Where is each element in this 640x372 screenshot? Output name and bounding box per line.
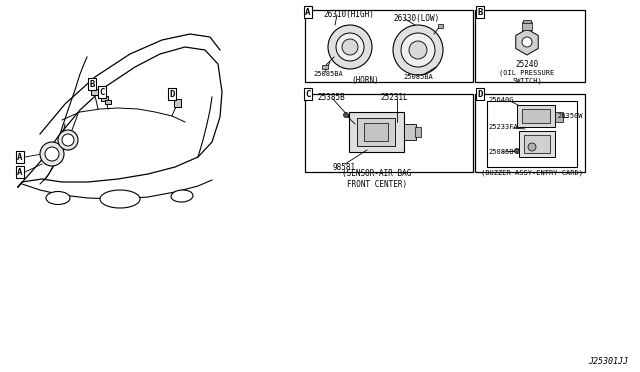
Circle shape	[45, 147, 59, 161]
Bar	[523, 20, 531, 23]
Bar	[415, 127, 421, 137]
Text: 26310(HIGH): 26310(HIGH)	[323, 10, 374, 19]
Bar	[524, 135, 550, 153]
Ellipse shape	[171, 190, 193, 202]
Text: 25240: 25240	[515, 60, 539, 68]
Text: A: A	[305, 7, 310, 16]
Bar	[349, 112, 404, 152]
Bar	[555, 112, 563, 122]
Circle shape	[62, 134, 74, 146]
Text: A: A	[17, 167, 22, 176]
Circle shape	[58, 130, 78, 150]
Bar	[438, 24, 443, 28]
Text: B: B	[477, 7, 483, 16]
Bar	[91, 89, 99, 95]
Bar	[174, 99, 181, 107]
Circle shape	[342, 39, 358, 55]
Circle shape	[522, 37, 532, 47]
Bar	[364, 123, 388, 141]
Text: 25385B: 25385B	[317, 93, 345, 102]
Bar	[475, 10, 585, 82]
Text: 26350W: 26350W	[557, 113, 582, 119]
Text: (SENSOR-AIR BAG
FRONT CENTER): (SENSOR-AIR BAG FRONT CENTER)	[342, 169, 412, 189]
Bar	[305, 94, 473, 172]
Text: J25301JJ: J25301JJ	[588, 357, 628, 366]
Text: 25085B: 25085B	[488, 149, 513, 155]
Text: (OIL PRESSURE
SWITCH): (OIL PRESSURE SWITCH)	[499, 70, 555, 84]
Text: (HORN): (HORN)	[351, 76, 379, 84]
Bar	[522, 109, 550, 123]
Circle shape	[328, 25, 372, 69]
Bar	[305, 10, 473, 82]
Bar	[517, 105, 555, 127]
Bar	[105, 100, 111, 104]
Ellipse shape	[46, 192, 70, 205]
Text: 25233FA: 25233FA	[488, 124, 518, 130]
Bar	[101, 96, 108, 101]
Circle shape	[393, 25, 443, 75]
Bar	[519, 131, 555, 157]
Circle shape	[336, 33, 364, 61]
Text: C: C	[99, 87, 105, 96]
Text: (BUZZER ASSY-ENTRY CARD): (BUZZER ASSY-ENTRY CARD)	[481, 169, 583, 176]
Bar	[357, 118, 395, 146]
Text: 25085BA: 25085BA	[313, 71, 343, 77]
Circle shape	[409, 41, 427, 59]
Circle shape	[40, 142, 64, 166]
Circle shape	[401, 33, 435, 67]
Text: A: A	[17, 153, 22, 161]
Bar	[475, 94, 585, 172]
Bar	[404, 124, 416, 140]
Text: D: D	[477, 90, 483, 99]
Bar	[322, 65, 328, 69]
Text: 25640G: 25640G	[488, 97, 513, 103]
Circle shape	[515, 148, 520, 154]
Text: D: D	[170, 90, 175, 99]
Circle shape	[344, 112, 349, 118]
Text: B: B	[90, 80, 95, 89]
Text: 98581: 98581	[333, 163, 356, 171]
Circle shape	[528, 143, 536, 151]
Bar	[522, 22, 532, 30]
Bar	[487, 101, 577, 167]
Text: C: C	[305, 90, 310, 99]
Text: 25085BA: 25085BA	[403, 74, 433, 80]
Ellipse shape	[100, 190, 140, 208]
Text: 25231L: 25231L	[380, 93, 408, 102]
Text: 26330(LOW): 26330(LOW)	[393, 13, 439, 22]
